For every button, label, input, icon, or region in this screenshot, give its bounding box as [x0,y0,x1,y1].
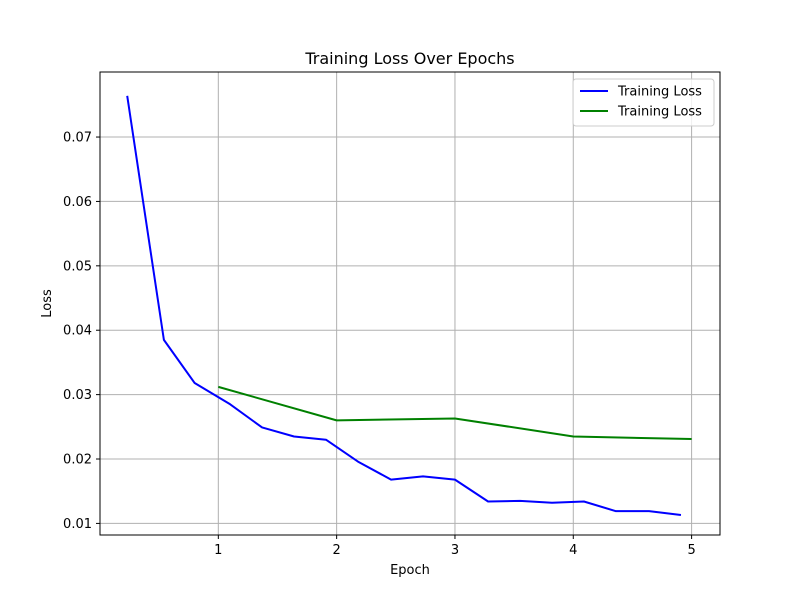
plot-frame [99,71,721,536]
legend-label-series-2: Training Loss [617,105,702,120]
legend-box [572,78,715,127]
x-tick-label: 5 [687,543,695,558]
x-tick-label: 1 [214,543,222,558]
series-lines [126,95,692,517]
series-line-1 [126,95,682,517]
y-tick-label: 0.05 [63,259,92,274]
y-tick-label: 0.06 [63,195,92,210]
y-tick-label: 0.07 [63,131,92,146]
y-tick-label: 0.01 [63,517,92,532]
legend-label-series-1: Training Loss [617,85,702,100]
y-tick-label: 0.04 [63,324,92,339]
series-line-2 [218,385,692,441]
chart-title: Training Loss Over Epochs [304,49,514,68]
y-axis-label: Loss [40,289,55,318]
x-axis-label: Epoch [390,563,430,578]
y-tick-label: 0.03 [63,388,92,403]
x-tick-label: 2 [333,543,341,558]
grid-lines [100,72,720,535]
y-tick-label: 0.02 [63,453,92,468]
x-tick-label: 3 [451,543,459,558]
axis-ticks: 1 2 3 4 5 0.01 0.02 0.03 0.04 0.05 0.06 0.07 [63,131,696,558]
x-tick-label: 4 [569,543,577,558]
legend: Training Loss Training Loss [572,78,715,127]
